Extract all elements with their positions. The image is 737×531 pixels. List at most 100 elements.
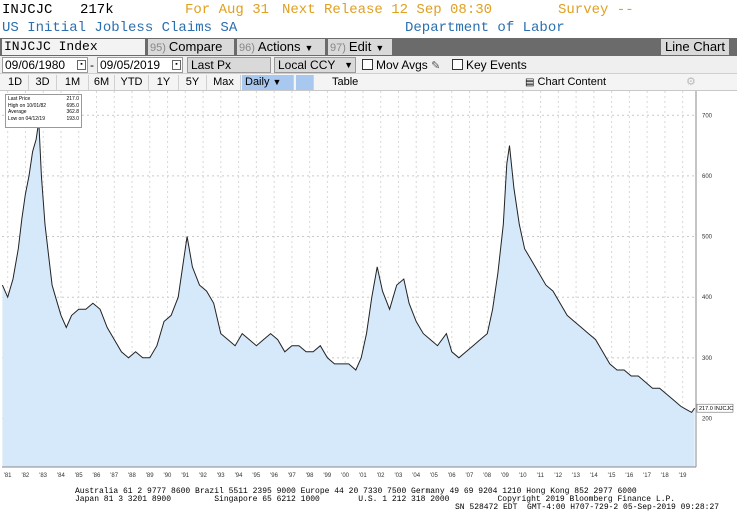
x-tick-label: '02 bbox=[377, 473, 385, 479]
x-tick-label: '84 bbox=[57, 473, 65, 479]
key-events-label: Key Events bbox=[466, 58, 527, 72]
x-tick-label: '05 bbox=[430, 473, 438, 479]
range-toolbar: 09/06/1980 ▪ - 09/05/2019 ▪ Last Px Loca… bbox=[0, 56, 737, 74]
x-tick-label: '12 bbox=[554, 473, 562, 479]
frequency-dropdown[interactable]: Daily ▼ bbox=[242, 75, 294, 90]
chart-view-button[interactable] bbox=[296, 75, 314, 90]
ticker-symbol: INJCJC bbox=[2, 2, 53, 18]
legend-avg-value: 362.8 bbox=[66, 109, 79, 116]
footer-session-info: SN 528472 EDT GMT-4:00 H707-729-2 05-Sep… bbox=[455, 503, 720, 512]
x-tick-label: '16 bbox=[625, 473, 633, 479]
edit-label: Edit bbox=[348, 39, 372, 54]
currency-value: Local CCY bbox=[278, 58, 336, 72]
x-tick-label: '89 bbox=[146, 473, 154, 479]
chart-content-button[interactable]: ▤ Chart Content bbox=[525, 75, 606, 90]
chevron-down-icon: ▼ bbox=[375, 43, 385, 53]
security-description: US Initial Jobless Claims SA bbox=[2, 20, 238, 36]
chart-type-label[interactable]: Line Chart bbox=[661, 39, 729, 55]
legend-high-label: High on 10/01/82 bbox=[8, 102, 47, 109]
checkbox-icon[interactable] bbox=[452, 59, 463, 70]
start-date-value: 09/06/1980 bbox=[5, 58, 66, 72]
x-tick-label: '07 bbox=[466, 473, 474, 479]
field-value: Last Px bbox=[191, 58, 232, 72]
chart-content-label: Chart Content bbox=[537, 76, 606, 88]
data-source: Department of Labor bbox=[405, 20, 565, 36]
frequency-value: Daily bbox=[245, 76, 270, 88]
chart-area[interactable]: 200 300 400 500 600 700 '81 '82 '83 '84 '85 '86 '87 '… bbox=[0, 91, 737, 485]
security-header: INJCJC 217k For Aug 31 Next Release 12 S… bbox=[0, 0, 737, 20]
last-value: 217k bbox=[80, 2, 114, 18]
period-6m[interactable]: 6M bbox=[89, 75, 115, 90]
x-tick-label: '15 bbox=[608, 473, 616, 479]
x-tick-label: '82 bbox=[21, 473, 29, 479]
x-tick-label: '93 bbox=[217, 473, 225, 479]
gear-icon[interactable]: ⚙ bbox=[686, 76, 696, 88]
period-3d[interactable]: 3D bbox=[29, 75, 57, 90]
x-tick-label: '94 bbox=[235, 473, 243, 479]
legend-last-label: Last Price bbox=[8, 96, 31, 102]
x-tick-label: '13 bbox=[572, 473, 580, 479]
security-input[interactable]: INJCJC Index bbox=[2, 39, 145, 55]
x-tick-label: '19 bbox=[679, 473, 687, 479]
x-tick-label: '01 bbox=[359, 473, 367, 479]
period-1m[interactable]: 1M bbox=[57, 75, 89, 90]
x-tick-label: '88 bbox=[128, 473, 136, 479]
x-tick-label: '03 bbox=[394, 473, 402, 479]
for-period: For Aug 31 bbox=[185, 2, 270, 18]
calendar-icon[interactable]: ▪ bbox=[172, 60, 181, 70]
start-date-field[interactable]: 09/06/1980 ▪ bbox=[2, 57, 88, 73]
footer-contacts-line1: Australia 61 2 9777 8600 Brazil 5511 239… bbox=[75, 487, 637, 496]
table-button[interactable]: Table bbox=[332, 76, 359, 88]
currency-dropdown[interactable]: Local CCY ▼ bbox=[274, 57, 356, 73]
x-tick-label: '11 bbox=[537, 473, 545, 479]
chart-legend: Last Price 217.0 High on 10/01/82 695.0 Av… bbox=[5, 94, 82, 128]
period-max[interactable]: Max bbox=[207, 75, 241, 90]
legend-avg-row: Average 362.8 bbox=[8, 109, 79, 116]
field-dropdown[interactable]: Last Px bbox=[187, 57, 271, 73]
actions-menu[interactable]: 96) Actions ▼ bbox=[237, 39, 325, 55]
legend-avg-label: Average bbox=[8, 109, 27, 116]
compare-label: Compare bbox=[168, 39, 223, 54]
document-icon: ▤ bbox=[525, 77, 535, 88]
period-1d[interactable]: 1D bbox=[2, 75, 29, 90]
period-1y[interactable]: 1Y bbox=[149, 75, 179, 90]
x-tick-label: '85 bbox=[75, 473, 83, 479]
period-ytd[interactable]: YTD bbox=[115, 75, 149, 90]
chevron-down-icon: ▼ bbox=[272, 77, 282, 87]
legend-high-value: 695.0 bbox=[66, 102, 79, 109]
x-tick-label: '87 bbox=[110, 473, 118, 479]
x-tick-label: '96 bbox=[270, 473, 278, 479]
actions-shortcut: 96) bbox=[239, 42, 255, 54]
x-tick-label: '18 bbox=[661, 473, 669, 479]
next-release: Next Release 12 Sep 08:30 bbox=[282, 2, 493, 18]
x-tick-label: '98 bbox=[306, 473, 314, 479]
legend-high-row: High on 10/01/82 695.0 bbox=[8, 103, 79, 110]
chevron-down-icon: ▼ bbox=[344, 60, 353, 70]
y-tick-label: 500 bbox=[702, 235, 713, 241]
pencil-icon[interactable]: ✎ bbox=[431, 60, 441, 72]
calendar-icon[interactable]: ▪ bbox=[77, 60, 86, 70]
period-toolbar: 1D 3D 1M 6M YTD 1Y 5Y Max Daily ▼ Table … bbox=[0, 74, 737, 91]
checkbox-icon[interactable] bbox=[362, 59, 373, 70]
x-tick-label: '14 bbox=[590, 473, 598, 479]
y-tick-label: 600 bbox=[702, 174, 713, 180]
legend-low-label: Low on 04/12/19 bbox=[8, 115, 45, 122]
security-description-row: US Initial Jobless Claims SA Department … bbox=[0, 19, 737, 38]
series-line bbox=[1, 121, 696, 414]
mov-avgs-checkbox[interactable]: Mov Avgs ✎ bbox=[362, 58, 440, 73]
end-date-value: 09/05/2019 bbox=[100, 58, 161, 72]
x-tick-label: '91 bbox=[181, 473, 189, 479]
edit-shortcut: 97) bbox=[330, 42, 346, 54]
legend-last-row: Last Price 217.0 bbox=[8, 96, 79, 103]
period-5y[interactable]: 5Y bbox=[179, 75, 207, 90]
legend-low-row: Low on 04/12/19 193.0 bbox=[8, 116, 79, 123]
end-date-field[interactable]: 09/05/2019 ▪ bbox=[97, 57, 183, 73]
y-tick-label: 400 bbox=[702, 295, 713, 301]
key-events-checkbox[interactable]: Key Events bbox=[452, 58, 527, 72]
compare-button[interactable]: 95) Compare bbox=[148, 39, 234, 55]
x-tick-label: '90 bbox=[164, 473, 172, 479]
actions-label: Actions bbox=[257, 39, 301, 54]
line-chart[interactable]: 200 300 400 500 600 700 '81 '82 '83 '84 '85 '86 '87 '… bbox=[0, 91, 737, 485]
edit-menu[interactable]: 97) Edit ▼ bbox=[328, 39, 392, 55]
date-separator: - bbox=[90, 58, 94, 72]
